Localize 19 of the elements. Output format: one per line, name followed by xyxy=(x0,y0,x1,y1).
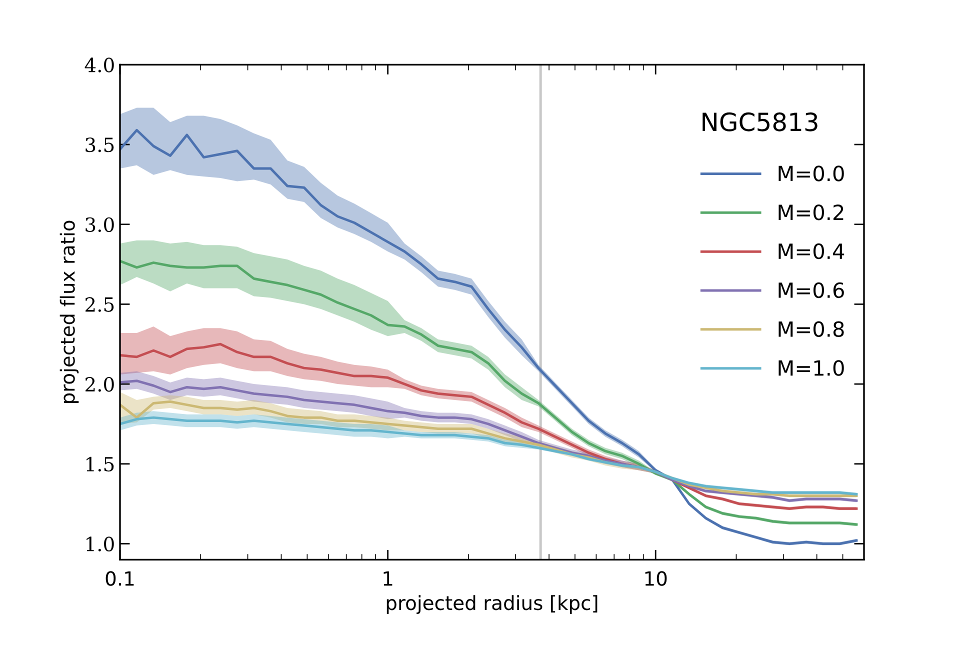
legend-label: M=0.2 xyxy=(778,204,844,220)
x-tick-label: 10 xyxy=(645,571,667,586)
y-tick-label: 2.5 xyxy=(86,297,114,312)
legend-label: M=0.4 xyxy=(778,243,844,260)
legend-label: M=0.6 xyxy=(778,282,844,298)
y-tick-label: 3.5 xyxy=(86,137,114,152)
legend-label: M=0.8 xyxy=(778,321,844,337)
x-tick-label: 0.1 xyxy=(106,571,134,586)
y-tick-label: 3.0 xyxy=(86,217,114,232)
y-tick-label: 1.0 xyxy=(86,536,114,552)
annotation: NGC5813 xyxy=(702,112,818,132)
x-axis-title: projected radius [kpc] xyxy=(386,595,598,614)
legend-label: M=0.0 xyxy=(778,166,844,182)
y-tick-label: 4.0 xyxy=(84,58,114,72)
y-axis-title: projected flux ratio xyxy=(60,220,79,403)
legend-label: M=1.0 xyxy=(778,360,844,376)
y-tick-label: 1.5 xyxy=(86,456,114,472)
y-tick-label: 2.0 xyxy=(86,376,114,392)
x-tick-label: 1 xyxy=(384,571,392,586)
